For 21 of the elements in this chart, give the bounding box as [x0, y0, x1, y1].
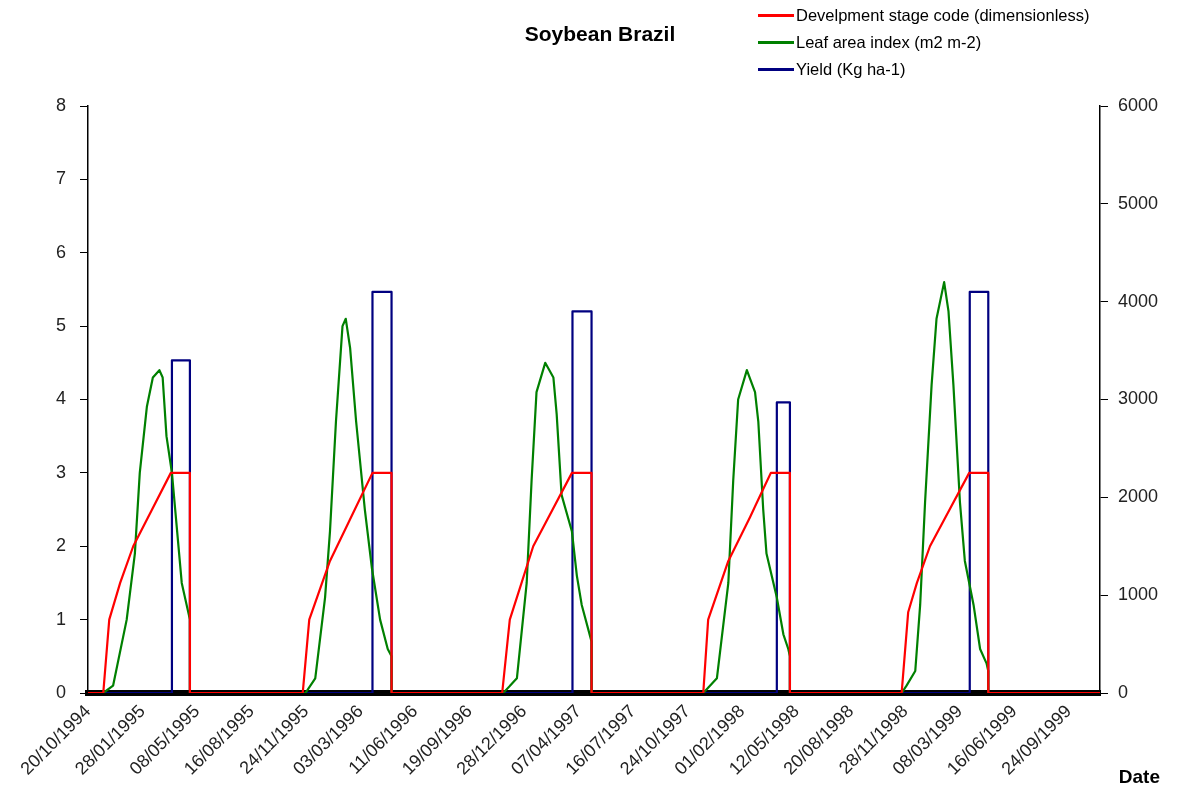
legend-label: Leaf area index (m2 m-2) — [796, 32, 982, 53]
y2-tick-label: 3000 — [1118, 388, 1159, 409]
y2-tick-label: 5000 — [1118, 192, 1159, 213]
y-tick-label: 0 — [55, 681, 66, 702]
y-tick-label: 2 — [55, 535, 66, 556]
legend-label: Yield (Kg ha-1) — [796, 59, 906, 80]
y-tick-label: 8 — [55, 94, 66, 115]
y2-tick-label: 4000 — [1118, 290, 1159, 311]
y2-tick-label: 0 — [1118, 681, 1129, 702]
legend-label: Develpment stage code (dimensionless) — [796, 5, 1090, 26]
x-axis-title: Date — [1118, 766, 1160, 788]
y-tick-label: 7 — [55, 168, 66, 189]
y-tick-label: 3 — [55, 461, 66, 482]
y-tick-label: 1 — [55, 608, 66, 629]
y2-tick-label: 6000 — [1118, 94, 1159, 115]
chart-title: Soybean Brazil — [523, 22, 677, 46]
y-tick-label: 4 — [55, 388, 66, 409]
y-tick-label: 5 — [55, 315, 66, 336]
y2-tick-label: 1000 — [1118, 584, 1159, 605]
y-tick-label: 6 — [55, 241, 66, 262]
y2-tick-label: 2000 — [1118, 486, 1159, 507]
